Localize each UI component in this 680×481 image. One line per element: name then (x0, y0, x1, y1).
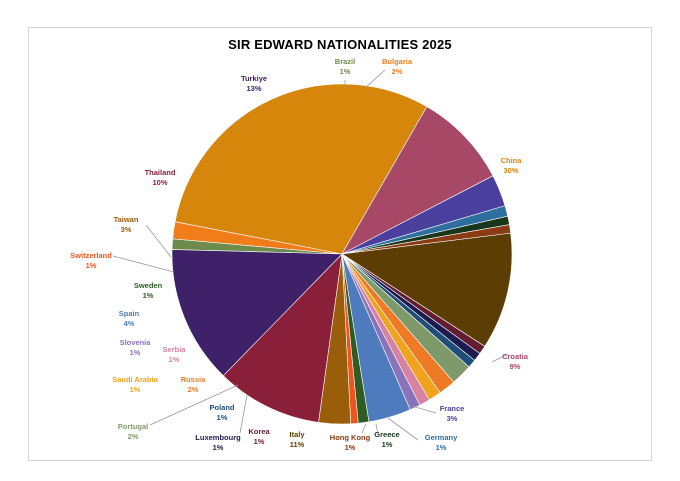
slice-percent-label: 1% (143, 291, 154, 300)
slice-percent-label: 1% (213, 443, 224, 452)
data-label-france: France 3% (440, 404, 465, 423)
leader-line (145, 224, 172, 258)
data-label-china: China 30% (501, 156, 523, 175)
slice-name-label: Sweden (134, 281, 163, 290)
slice-name-label: Greece (374, 430, 399, 439)
data-label-bulgaria: Bulgaria 2% (382, 57, 413, 76)
data-label-greece: Greece 1% (374, 430, 399, 449)
slice-percent-label: 1% (345, 443, 356, 452)
slice-name-label: Switzerland (70, 251, 112, 260)
leader-line (364, 69, 386, 89)
slice-name-label: Luxembourg (195, 433, 241, 442)
data-label-poland: Poland 1% (209, 403, 234, 422)
pie-slice-china (174, 83, 428, 255)
slice-name-label: Saudi Arabia (112, 375, 158, 384)
leader-line (411, 405, 437, 414)
data-label-serbia: Serbia 1% (163, 345, 187, 364)
leader-line (375, 423, 379, 435)
slice-name-label: Croatia (502, 352, 529, 361)
slice-name-label: Italy (289, 430, 305, 439)
pie-slice-thailand (222, 253, 343, 423)
data-label-sweden: Sweden 1% (134, 281, 163, 300)
slice-percent-label: 1% (130, 348, 141, 357)
slice-name-label: Brazil (335, 57, 355, 66)
pie-slice-croatia (341, 106, 494, 255)
pie-slice-italy (341, 232, 513, 347)
slice-percent-label: 30% (503, 166, 518, 175)
slice-name-label: Spain (119, 309, 140, 318)
data-label-thailand: Thailand 10% (145, 168, 176, 187)
leader-line (149, 384, 239, 426)
slice-name-label: Poland (209, 403, 234, 412)
data-label-slovenia: Slovenia 1% (120, 338, 152, 357)
slice-percent-label: 1% (382, 440, 393, 449)
data-label-hong-kong: Hong Kong 1% (330, 433, 371, 452)
slice-name-label: Bulgaria (382, 57, 413, 66)
slice-percent-label: 1% (217, 413, 228, 422)
data-label-italy: Italy 11% (289, 430, 305, 449)
leader-line (491, 353, 509, 363)
slice-name-label: Korea (248, 427, 270, 436)
slice-percent-label: 1% (340, 67, 351, 76)
slice-percent-label: 13% (246, 84, 261, 93)
slice-name-label: China (501, 156, 523, 165)
chart-title: SIR EDWARD NATIONALITIES 2025 (228, 37, 452, 52)
data-label-germany: Germany 1% (425, 433, 458, 452)
slice-percent-label: 9% (510, 362, 521, 371)
slice-percent-label: 1% (436, 443, 447, 452)
slice-percent-label: 2% (188, 385, 199, 394)
data-label-brazil: Brazil 1% (335, 57, 355, 76)
slice-percent-label: 10% (152, 178, 167, 187)
data-label-switzerland: Switzerland 1% (70, 251, 112, 270)
slice-name-label: Hong Kong (330, 433, 371, 442)
data-label-korea: Korea 1% (248, 427, 270, 446)
slice-name-label: Portugal (118, 422, 148, 431)
leader-line (387, 417, 419, 441)
slice-percent-label: 1% (86, 261, 97, 270)
slice-name-label: Slovenia (120, 338, 152, 347)
slice-name-label: France (440, 404, 465, 413)
slice-name-label: Thailand (145, 168, 176, 177)
data-label-turkiye: Turkiye 13% (241, 74, 267, 93)
data-label-saudi-arabia: Saudi Arabia 1% (112, 375, 158, 394)
pie-slice-turkiye (171, 249, 343, 377)
slice-name-label: Germany (425, 433, 458, 442)
data-label-spain: Spain 4% (119, 309, 140, 328)
slice-percent-label: 3% (447, 414, 458, 423)
slice-percent-label: 2% (392, 67, 403, 76)
data-label-portugal: Portugal 2% (118, 422, 148, 441)
slice-percent-label: 4% (124, 319, 135, 328)
slice-percent-label: 3% (121, 225, 132, 234)
leader-line (112, 255, 175, 273)
slice-percent-label: 11% (290, 440, 305, 449)
slice-percent-label: 2% (128, 432, 139, 441)
slice-name-label: Russia (181, 375, 206, 384)
data-label-taiwan: Taiwan 3% (114, 215, 139, 234)
data-label-croatia: Croatia 9% (502, 352, 529, 371)
slice-percent-label: 1% (169, 355, 180, 364)
slice-name-label: Serbia (163, 345, 187, 354)
slice-name-label: Turkiye (241, 74, 267, 83)
slice-percent-label: 1% (130, 385, 141, 394)
data-label-russia: Russia 2% (181, 375, 206, 394)
leader-line (239, 394, 248, 434)
data-label-luxembourg: Luxembourg 1% (195, 433, 241, 452)
slice-name-label: Taiwan (114, 215, 139, 224)
leader-line (361, 423, 367, 434)
slice-percent-label: 1% (254, 437, 265, 446)
